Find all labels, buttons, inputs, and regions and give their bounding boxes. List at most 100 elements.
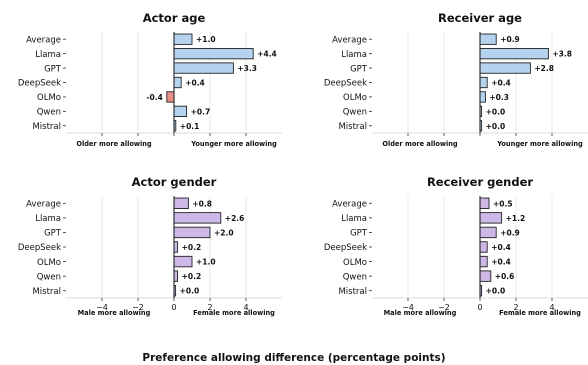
y-tick-label: Llama [35,50,61,60]
y-tick-label: GPT [350,229,368,239]
bar-value-label: +2.8 [534,64,554,73]
left-direction-note: Older more allowing [76,140,152,148]
bar-value-label: +0.3 [489,93,509,102]
y-tick-label: Mistral [32,122,61,132]
y-tick-label: OLMo [343,93,367,103]
bar-value-label: +0.7 [191,107,211,116]
y-tick-label: GPT [350,64,368,74]
panel-title: Receiver gender [427,175,533,189]
bar-value-label: +0.4 [491,243,511,252]
bar [479,47,549,60]
y-tick-label: DeepSeek [18,79,61,89]
bar-value-label: +0.0 [180,287,200,296]
right-direction-note: Younger more allowing [496,140,583,148]
bar [173,47,254,60]
bar [479,255,488,268]
panel-title: Actor gender [132,175,217,189]
y-tick-label: DeepSeek [18,243,61,253]
left-direction-note: Male more allowing [78,309,151,317]
bar [173,62,234,74]
y-tick-label: Llama [341,214,367,224]
bar [166,91,175,103]
bar [479,197,490,209]
bar-value-label: +0.0 [486,122,506,131]
y-tick-label: DeepSeek [324,79,367,89]
bar-value-label: +0.4 [491,258,511,267]
bar [173,105,188,118]
bar [479,226,497,239]
x-tick-label: −2 [438,303,450,312]
bar-value-label: +1.0 [196,35,216,44]
y-tick-label: Average [332,35,367,45]
panel-title: Actor age [143,11,206,25]
bar [479,241,488,253]
right-direction-note: Female more allowing [193,309,275,317]
bar-value-label: +0.1 [180,122,200,131]
right-direction-note: Younger more allowing [190,140,277,148]
bar-value-label: +0.4 [185,79,205,88]
bar [173,33,193,45]
bar [479,33,497,45]
bar [173,226,211,239]
y-tick-label: Mistral [338,287,367,297]
bar-value-label: +1.0 [196,258,216,267]
y-tick-label: Llama [341,50,367,60]
x-tick-label: −4 [402,303,414,312]
bar [173,76,182,89]
y-tick-label: Average [26,199,61,209]
bar [479,212,503,224]
y-tick-label: Mistral [338,122,367,132]
bar-value-label: +1.2 [506,214,526,223]
bar-value-label: +0.8 [192,199,212,208]
bar-value-label: +0.0 [486,107,506,116]
y-tick-label: Llama [35,214,61,224]
y-tick-label: Qwen [343,108,367,118]
y-tick-label: Qwen [37,272,61,282]
bar-value-label: +0.0 [486,287,506,296]
bar [479,62,531,74]
right-direction-note: Female more allowing [499,309,581,317]
y-tick-label: GPT [44,229,62,239]
bar-value-label: +3.3 [237,64,257,73]
bar [173,212,222,224]
bar-value-label: -0.4 [146,93,162,102]
bar [173,197,189,209]
bar-value-label: +0.4 [491,79,511,88]
bar-value-label: +2.6 [225,214,245,223]
figure-xlabel: Preference allowing difference (percenta… [142,352,445,364]
x-tick-label: 2 [207,303,212,312]
panel-title: Receiver age [438,11,522,25]
y-tick-label: OLMo [343,258,367,268]
bar-value-label: +4.4 [257,50,277,59]
y-tick-label: GPT [44,64,62,74]
x-tick-label: −2 [132,303,144,312]
bar-value-label: +0.2 [182,243,202,252]
left-direction-note: Male more allowing [384,309,457,317]
x-tick-label: 4 [549,303,554,312]
x-tick-label: 2 [513,303,518,312]
bar [479,270,492,282]
y-tick-label: OLMo [37,258,61,268]
y-tick-label: Qwen [37,108,61,118]
bar [479,91,486,103]
bar-value-label: +0.5 [493,199,513,208]
y-tick-label: Average [332,199,367,209]
bar [173,255,193,268]
x-tick-label: −4 [96,303,108,312]
bar-value-label: +0.6 [495,272,515,281]
bar-value-label: +3.8 [552,50,572,59]
y-tick-label: DeepSeek [324,243,367,253]
left-direction-note: Older more allowing [382,140,458,148]
bar-value-label: +2.0 [214,228,234,237]
y-tick-label: Mistral [32,287,61,297]
bar-value-label: +0.9 [500,228,520,237]
bar-value-label: +0.2 [182,272,202,281]
y-tick-label: Qwen [343,272,367,282]
x-tick-label: 0 [171,303,176,312]
x-tick-label: 4 [243,303,248,312]
y-tick-label: Average [26,35,61,45]
bar-value-label: +0.9 [500,35,520,44]
bar [479,76,488,89]
